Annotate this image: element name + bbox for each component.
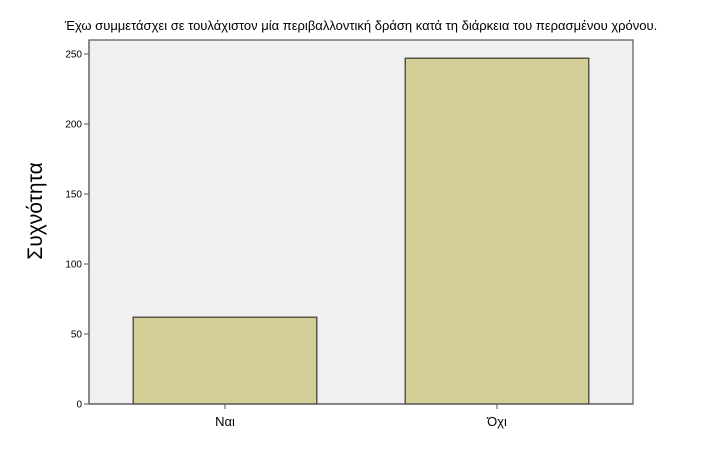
y-tick-label: 150 bbox=[65, 190, 82, 201]
y-tick-label: 0 bbox=[76, 400, 82, 411]
bar-1 bbox=[404, 57, 590, 405]
bar-0 bbox=[132, 316, 318, 405]
x-axis: Ναι Όχι bbox=[215, 404, 507, 429]
y-tick-label: 250 bbox=[65, 50, 82, 61]
x-tick-label: Όχι bbox=[486, 414, 507, 429]
y-tick-label: 50 bbox=[71, 330, 83, 341]
bars bbox=[132, 57, 590, 405]
y-tick-label: 200 bbox=[65, 120, 82, 131]
y-tick-label: 100 bbox=[65, 260, 82, 271]
y-axis: 0 50 100 150 200 250 bbox=[65, 50, 89, 411]
x-tick-label: Ναι bbox=[215, 414, 235, 429]
y-axis-label: Συχνότητα bbox=[24, 162, 47, 259]
chart-title: Έχω συμμετάσχει σε τουλάχιστον μία περιβ… bbox=[64, 18, 657, 33]
